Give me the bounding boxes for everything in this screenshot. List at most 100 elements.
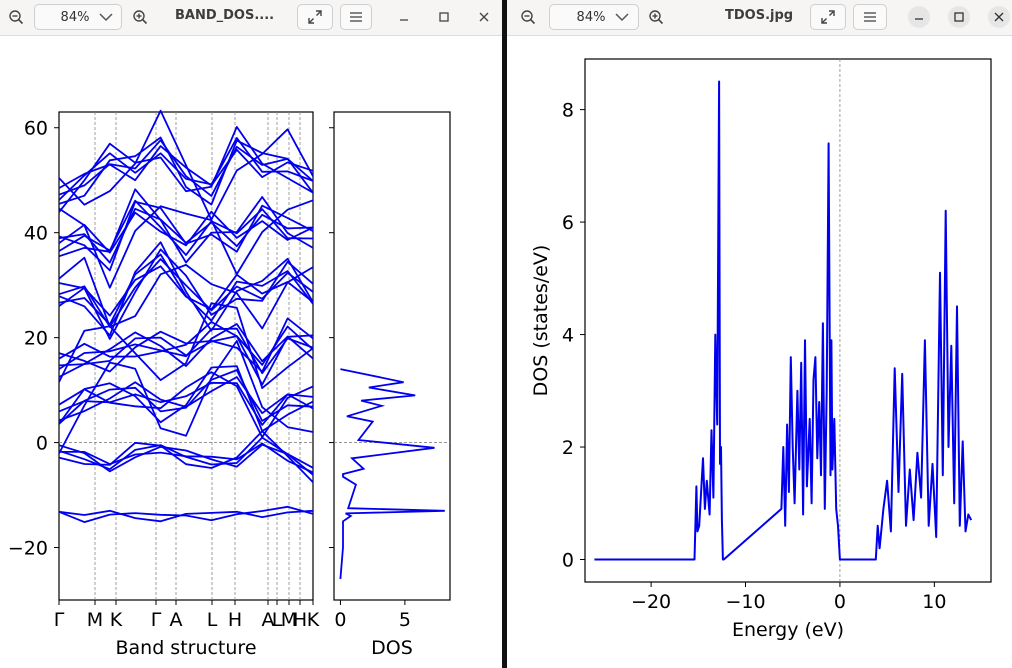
band-ytick-label: 0 — [36, 433, 48, 455]
tdos-ytick-label: 6 — [562, 212, 574, 234]
dos-axes-frame — [333, 111, 451, 601]
zoom-in-icon — [649, 10, 664, 25]
band-ytick-label: 60 — [24, 118, 48, 140]
band-xlabel: Band structure — [115, 637, 256, 659]
zoom-in-button[interactable] — [641, 4, 671, 30]
tdos-xtick-label: −10 — [725, 591, 765, 613]
minimize-icon — [915, 18, 923, 20]
band-ytick-label: 20 — [24, 328, 48, 350]
band-line — [58, 505, 314, 523]
band-xtick-label: A — [262, 609, 275, 631]
band-xtick-label: H — [228, 609, 242, 631]
band-line — [58, 109, 314, 221]
band-line — [58, 302, 314, 389]
window-title: TDOS.jpg — [725, 8, 794, 23]
left-image-canvas: −20 0 20 40 60 Γ M K Γ A L H A L M H K Band structure 0 5 DO… — [0, 36, 502, 668]
band-ytick-label: −20 — [8, 538, 48, 560]
band-line — [58, 248, 314, 340]
band-xtick-label: K — [110, 609, 123, 631]
band-line — [58, 436, 314, 476]
tdos-xtick-label: −20 — [631, 591, 671, 613]
zoom-out-button[interactable] — [0, 4, 32, 30]
right-image-viewer-window: 84% TDOS.jpg — [502, 0, 1012, 668]
maximize-icon — [954, 12, 964, 22]
tdos-axes-frame — [584, 58, 992, 583]
tdos-ytick-label: 0 — [562, 550, 574, 572]
band-line — [58, 256, 314, 330]
band-line — [58, 258, 314, 328]
zoom-in-icon — [133, 10, 148, 25]
zoom-level-dropdown[interactable]: 84% — [34, 4, 122, 30]
band-line — [58, 340, 314, 454]
tdos-line — [594, 80, 973, 561]
band-xtick-label: Γ — [151, 609, 162, 631]
tdos-ylabel: DOS (states/eV) — [530, 245, 552, 397]
menu-button[interactable] — [340, 4, 372, 30]
band-line — [58, 200, 314, 272]
band-line — [58, 126, 314, 213]
band-line — [58, 188, 314, 264]
zoom-level: 84% — [60, 9, 90, 25]
close-button[interactable] — [988, 6, 1010, 28]
band-axes-frame — [58, 111, 314, 601]
hamburger-menu-icon — [864, 12, 876, 22]
band-line — [58, 207, 314, 264]
zoom-out-icon — [521, 10, 536, 25]
tdos-ytick-label: 2 — [562, 437, 574, 459]
tdos-ytick-label: 4 — [562, 325, 574, 347]
chevron-down-icon — [615, 13, 629, 22]
band-line — [58, 145, 314, 189]
band-line — [58, 139, 314, 197]
band-line — [58, 241, 314, 337]
tdos-xtick-label: 10 — [922, 591, 946, 613]
band-xtick-label: M — [281, 609, 297, 631]
close-icon — [994, 12, 1004, 22]
band-xtick-label: L — [207, 609, 218, 631]
window-title: BAND_DOS.... — [175, 8, 275, 23]
maximize-button[interactable] — [948, 6, 970, 28]
zoom-out-button[interactable] — [513, 4, 543, 30]
minimize-icon — [400, 19, 408, 21]
band-line — [58, 199, 314, 289]
band-line — [58, 321, 314, 386]
tdos-figure: 0 2 4 6 8 −20 −10 0 10 Energy (eV) DOS (states/eV) — [530, 58, 992, 641]
close-button[interactable] — [470, 4, 498, 30]
tdos-xtick-label: 0 — [834, 591, 846, 613]
band-line — [58, 317, 314, 373]
band-xtick-label: M — [87, 609, 103, 631]
right-titlebar: 84% TDOS.jpg — [507, 0, 1012, 36]
close-icon — [479, 12, 489, 22]
maximize-button[interactable] — [430, 4, 458, 30]
band-ytick-label: 40 — [24, 223, 48, 245]
dos-xtick-label: 0 — [334, 609, 346, 631]
band-xtick-label: Γ — [54, 609, 65, 631]
fullscreen-button[interactable] — [297, 4, 333, 30]
expand-icon — [308, 10, 322, 24]
zoom-level: 84% — [576, 9, 606, 25]
hamburger-menu-icon — [350, 12, 362, 22]
tdos-ytick-label: 8 — [562, 100, 574, 122]
band-line — [58, 369, 314, 425]
dos-line — [339, 368, 445, 580]
minimize-button[interactable] — [390, 4, 418, 30]
band-xtick-label: L — [272, 609, 283, 631]
band-line — [58, 509, 314, 523]
dos-xtick-label: 5 — [399, 609, 411, 631]
zoom-out-icon — [9, 10, 24, 25]
band-line — [59, 442, 314, 474]
band-xtick-label: A — [170, 609, 183, 631]
expand-icon — [821, 10, 835, 24]
chevron-down-icon — [99, 13, 113, 22]
zoom-level-dropdown[interactable]: 84% — [549, 4, 639, 30]
menu-button[interactable] — [853, 4, 887, 30]
minimize-button[interactable] — [908, 6, 930, 28]
band-line — [58, 327, 314, 375]
tdos-xlabel: Energy (eV) — [732, 619, 844, 641]
zoom-in-button[interactable] — [124, 4, 156, 30]
band-line — [58, 371, 314, 439]
left-titlebar: 84% BAND_DOS.... — [0, 0, 502, 36]
band-line — [58, 365, 314, 432]
fullscreen-button[interactable] — [810, 4, 846, 30]
band-line — [58, 199, 314, 256]
